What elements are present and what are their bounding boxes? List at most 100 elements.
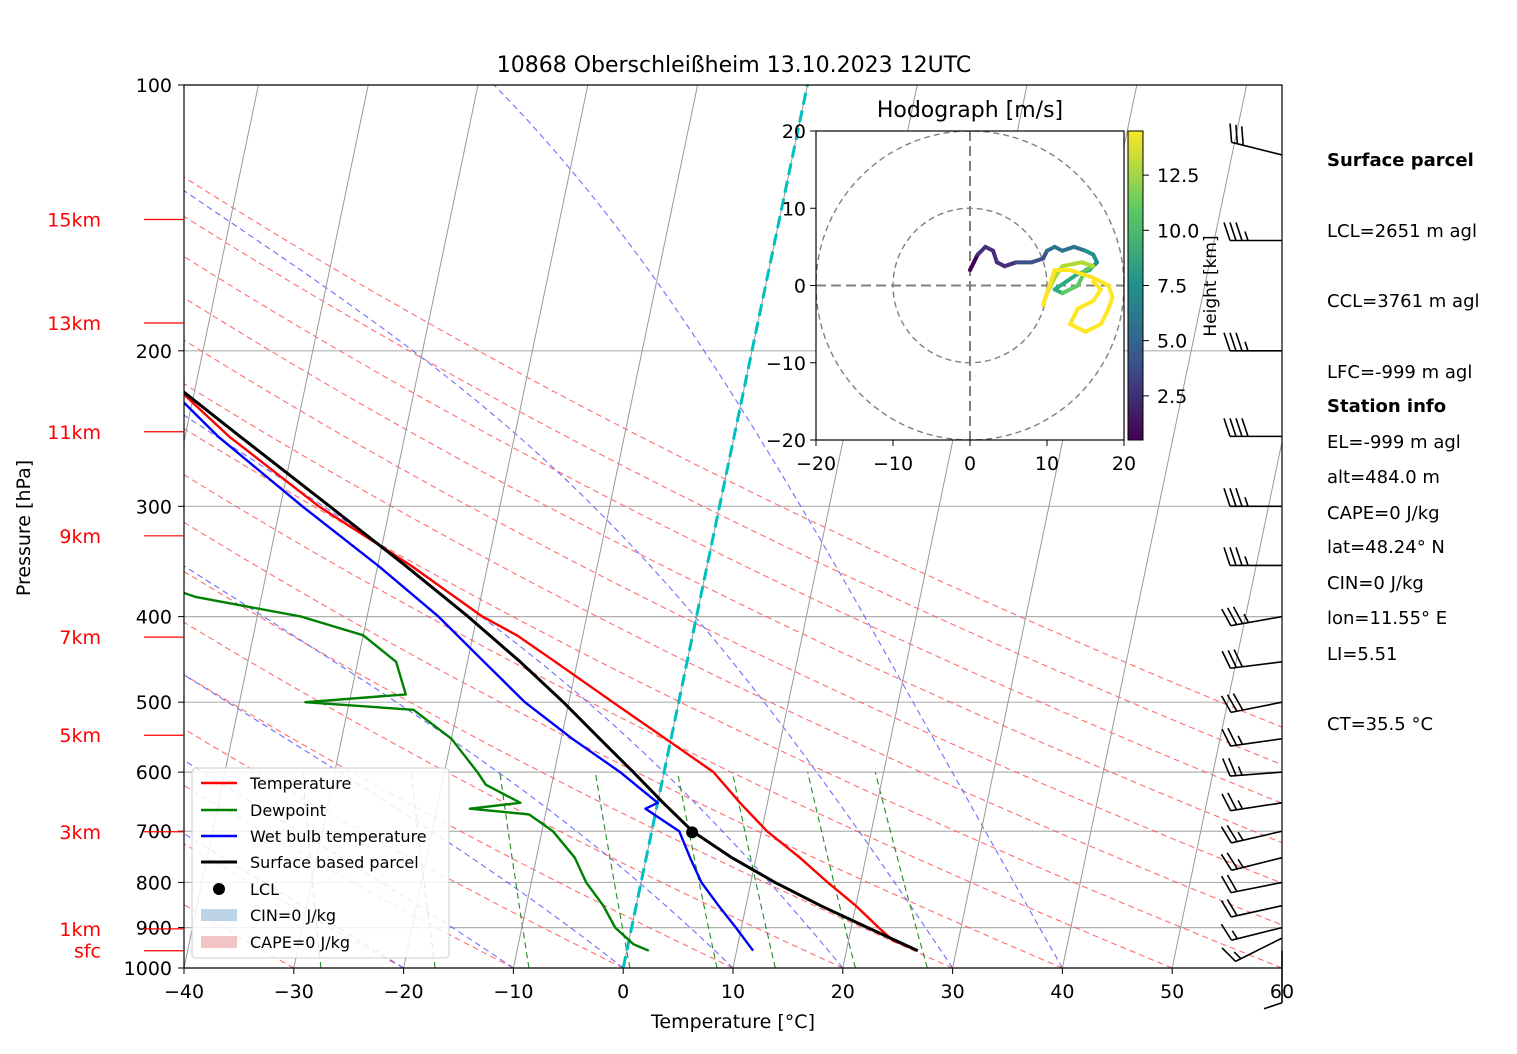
dry-adiabat [184,570,953,968]
wind-barb-staff [1231,926,1283,941]
wind-barb-flag [1220,853,1233,871]
dry-adiabat [184,339,1282,884]
wind-barb-flag [1220,900,1232,918]
hodograph-x-tick-label: 20 [1112,453,1136,475]
station-info-title: Station info [1327,396,1447,417]
wind-barb-half-flag [1233,951,1242,960]
hodograph-y-tick-label: 0 [794,276,806,298]
wind-barb [1223,547,1282,567]
wind-barb-flag [1233,649,1244,668]
dry-adiabat [184,383,1282,926]
pressure-tick-label: 1000 [124,958,172,980]
wind-barb [1220,898,1283,918]
pressure-tick-label: 800 [136,872,172,894]
mixing-ratio-line [499,772,530,968]
wind-barb-flag [1221,947,1237,962]
colorbar-tick-label: 12.5 [1157,165,1199,187]
station-info: Station info alt=484.0 m lat=48.24° N lo… [1327,348,1447,654]
legend-label-wetbulb: Wet bulb temperature [250,827,427,846]
temperature-tick-label: 40 [1050,981,1074,1003]
wind-barb-flag [1220,826,1233,844]
profile-lines [184,390,919,953]
wind-barb-flag [1223,332,1231,352]
wind-barb-half-flag [1244,231,1249,241]
hodograph-segment [1029,256,1046,265]
wind-barb-flag [1226,852,1239,870]
moist-adiabat [493,85,1063,968]
profile-dewpoint [184,591,650,952]
height-tick-label: 15km [47,209,101,231]
dry-adiabat [184,904,295,968]
wind-barb-half-flag [1231,930,1239,940]
hodograph-segment [1106,283,1115,300]
station-info-lon: lon=11.55° E [1327,607,1448,629]
mixing-ratio-line [874,771,928,968]
wind-barb-flag [1228,757,1237,776]
hodograph-segment [991,248,999,265]
legend: Temperature Dewpoint Wet bulb temperatur… [191,767,450,959]
wind-barb [1221,937,1283,963]
legend-key-cin [201,909,237,921]
wind-barb-half-flag [1237,831,1244,841]
wind-barb-flag [1221,728,1232,747]
wind-barb-flag [1223,222,1231,241]
surface-parcel-el: EL=-999 m agl [1327,432,1461,453]
dry-adiabat [184,474,1173,968]
wind-barb-flag [1229,488,1237,507]
legend-key-lcl [213,883,225,895]
wind-barb-staff [1231,830,1283,844]
colorbar-tick-label: 7.5 [1157,276,1187,298]
wind-barb-flag [1220,695,1232,713]
wind-barbs [1220,123,1283,1010]
mixing-ratio-lines [301,771,928,968]
hodograph-rings [816,131,1124,440]
height-tick-label: 7km [59,627,101,649]
hodograph-inset: −20−20 −10 −10 0 0 10 10 20 20 Hodograph [m/s] 2… [766,98,1221,475]
wind-barb-flag [1226,694,1238,712]
isotherm-line [184,85,259,445]
height-tick-label: sfc [74,941,101,963]
hodograph-segment [1098,306,1111,327]
hodograph-trace [968,244,1115,334]
wind-barb [1221,792,1283,812]
height-tick-label: 3km [59,822,101,844]
pressure-tick-label: 200 [136,341,172,363]
wind-barb-half-flag [1243,613,1250,623]
profile-wet-bulb-temperature [184,401,755,952]
wind-barb-flag [1229,547,1237,566]
colorbar-label: Height [km] [1201,235,1221,336]
wind-barb-flag [1221,650,1232,669]
wind-barb-flag [1226,898,1238,917]
wind-barb [1221,606,1283,627]
surface-parcel-cape: CAPE=0 J/kg [1327,502,1440,524]
wind-barb-flag [1220,875,1232,894]
wind-barb-flag [1235,124,1239,144]
legend-label-cape: CAPE=0 J/kg [250,933,350,952]
hodograph-x-tick-label: −10 [873,453,913,475]
wind-barb-flag [1229,222,1237,241]
wind-barb [1229,123,1283,156]
hodograph-segment [1060,283,1080,296]
wind-barb-flag [1229,123,1233,143]
temperature-tick-label: −10 [493,981,533,1003]
wind-barb-flag [1221,608,1232,627]
legend-label-dewpoint: Dewpoint [250,801,326,820]
legend-label-parcel: Surface based parcel [250,853,419,872]
temperature-tick-label: 20 [831,981,855,1003]
dry-adiabat [184,215,1282,766]
legend-key-cape [201,936,237,948]
moist-adiabat [184,674,624,968]
isotherm-line [1061,85,1248,968]
hodograph-segment [1091,279,1103,292]
wind-barb-flag [1227,727,1238,746]
hodograph-segment [1091,287,1103,303]
wind-barb-flag [1229,418,1237,437]
wind-barb [1223,418,1282,438]
hodograph-segment [1106,295,1115,311]
hodograph-title: Hodograph [m/s] [877,98,1063,123]
hodograph-colorbar [1127,130,1144,441]
legend-label-lcl: LCL [250,880,279,899]
wind-barb-flag [1226,824,1238,842]
wind-barb-half-flag [1237,766,1243,776]
